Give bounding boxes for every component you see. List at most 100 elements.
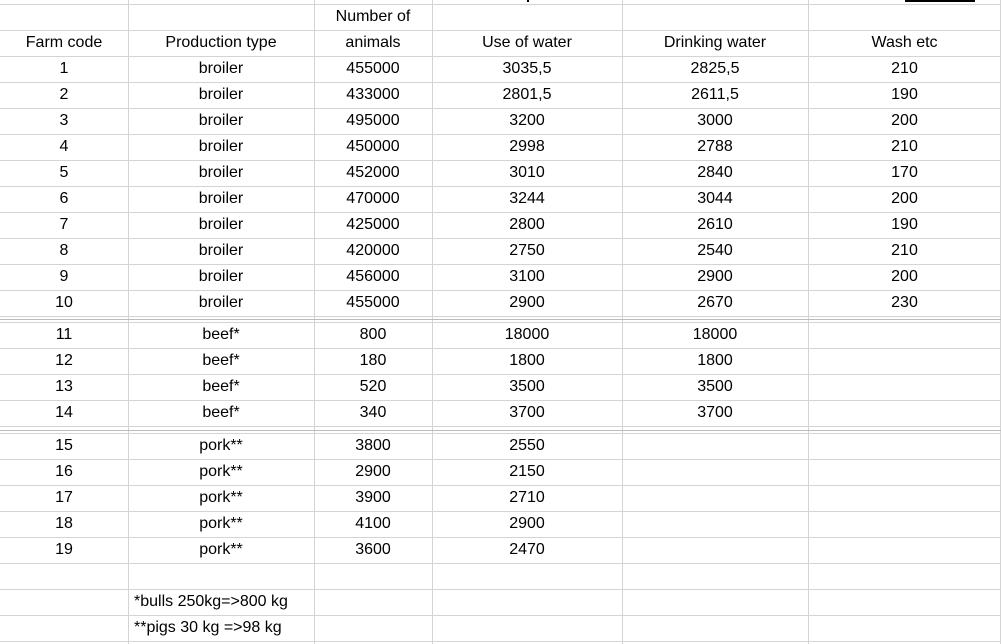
cell-wash-etc[interactable]: 210: [891, 242, 918, 259]
cell-production-type[interactable]: broiler: [198, 294, 244, 311]
cell-farm-code[interactable]: 7: [59, 216, 69, 233]
cell-production-type[interactable]: broiler: [198, 268, 244, 285]
cell-wash-etc[interactable]: [808, 400, 1001, 426]
cell-number-of-animals[interactable]: 452000: [346, 164, 400, 181]
cell-drinking-water[interactable]: [622, 459, 808, 485]
cell-farm-code[interactable]: 12: [55, 352, 73, 369]
cell-farm-code[interactable]: 11: [55, 326, 73, 343]
cell-wash-etc[interactable]: [808, 485, 1001, 511]
cell-number-of-animals[interactable]: 420000: [346, 242, 400, 259]
cell-number-of-animals[interactable]: 470000: [346, 190, 400, 207]
cell-wash-etc[interactable]: 210: [891, 138, 918, 155]
header-farm-code[interactable]: Farm code: [25, 34, 103, 51]
cell-drinking-water[interactable]: 2825,5: [690, 60, 740, 77]
cell-production-type[interactable]: beef*: [202, 378, 240, 395]
footnote-bulls[interactable]: *bulls 250kg=>800 kg: [134, 593, 288, 610]
cell-use-of-water[interactable]: 2801,5: [502, 86, 552, 103]
cell-farm-code[interactable]: 15: [55, 437, 73, 454]
cell-use-of-water[interactable]: 2710: [509, 489, 545, 506]
cell-use-of-water[interactable]: 3500: [509, 378, 545, 395]
cell-farm-code[interactable]: 16: [55, 463, 73, 480]
cell-use-of-water[interactable]: 2470: [509, 541, 545, 558]
header-number-of[interactable]: Number of: [335, 8, 411, 25]
cell-number-of-animals[interactable]: 800: [359, 326, 387, 343]
cell-wash-etc[interactable]: [808, 322, 1001, 348]
cell-drinking-water[interactable]: 3500: [697, 378, 733, 395]
cell-use-of-water[interactable]: 2550: [509, 437, 545, 454]
cell-drinking-water[interactable]: [622, 485, 808, 511]
cell-drinking-water[interactable]: 3700: [697, 404, 733, 421]
cell-farm-code[interactable]: 13: [55, 378, 73, 395]
cell-wash-etc[interactable]: 170: [891, 164, 918, 181]
cell-wash-etc[interactable]: 200: [891, 112, 918, 129]
cell-use-of-water[interactable]: 3200: [509, 112, 545, 129]
cell-number-of-animals[interactable]: 455000: [346, 294, 400, 311]
cell-production-type[interactable]: pork**: [199, 541, 243, 558]
cell-number-of-animals[interactable]: 180: [359, 352, 387, 369]
cell-wash-etc[interactable]: 210: [891, 60, 918, 77]
cell-number-of-animals[interactable]: 2900: [355, 463, 391, 480]
cell-wash-etc[interactable]: 230: [891, 294, 918, 311]
cell-production-type[interactable]: broiler: [198, 164, 244, 181]
cell-wash-etc[interactable]: [808, 537, 1001, 563]
cell-number-of-animals[interactable]: 3800: [355, 437, 391, 454]
cell-wash-etc[interactable]: [808, 433, 1001, 459]
cell-use-of-water[interactable]: 2750: [509, 242, 545, 259]
cell-drinking-water[interactable]: 2670: [697, 294, 733, 311]
cell-drinking-water[interactable]: 18000: [692, 326, 738, 343]
cell-production-type[interactable]: beef*: [202, 352, 240, 369]
cell-number-of-animals[interactable]: 456000: [346, 268, 400, 285]
cell-drinking-water[interactable]: [622, 511, 808, 537]
footnote-pigs[interactable]: **pigs 30 kg =>98 kg: [134, 619, 282, 636]
cell-use-of-water[interactable]: 2800: [509, 216, 545, 233]
cell-drinking-water[interactable]: 2788: [697, 138, 733, 155]
cell-number-of-animals[interactable]: 340: [359, 404, 387, 421]
cell-farm-code[interactable]: 8: [59, 242, 69, 259]
cell-drinking-water[interactable]: 2611,5: [691, 86, 739, 103]
cell-drinking-water[interactable]: 2540: [697, 242, 733, 259]
cell-wash-etc[interactable]: 200: [891, 268, 918, 285]
cell-use-of-water[interactable]: 3700: [509, 404, 545, 421]
cell-farm-code[interactable]: 9: [59, 268, 69, 285]
cell-use-of-water[interactable]: 3244: [509, 190, 545, 207]
cell-drinking-water[interactable]: 3000: [697, 112, 733, 129]
cell-farm-code[interactable]: 5: [59, 164, 69, 181]
cell-use-of-water[interactable]: 3100: [509, 268, 545, 285]
cell-use-of-water[interactable]: 1800: [509, 352, 545, 369]
cell-production-type[interactable]: pork**: [199, 489, 243, 506]
cell-number-of-animals[interactable]: 4100: [355, 515, 391, 532]
cell-number-of-animals[interactable]: 425000: [346, 216, 400, 233]
cell-farm-code[interactable]: 18: [55, 515, 73, 532]
cell-number-of-animals[interactable]: 3600: [355, 541, 391, 558]
cell-production-type[interactable]: broiler: [198, 112, 244, 129]
cell-production-type[interactable]: pork**: [199, 515, 243, 532]
cell-number-of-animals[interactable]: 433000: [346, 86, 400, 103]
cell-production-type[interactable]: pork**: [199, 463, 243, 480]
cell-use-of-water[interactable]: 2900: [509, 294, 545, 311]
cell-use-of-water[interactable]: 2998: [509, 138, 545, 155]
cell-farm-code[interactable]: 1: [59, 60, 69, 77]
cell-drinking-water[interactable]: 1800: [697, 352, 733, 369]
cell-number-of-animals[interactable]: 495000: [346, 112, 400, 129]
cell-drinking-water[interactable]: 3044: [697, 190, 733, 207]
cell-production-type[interactable]: beef*: [202, 326, 240, 343]
cell-farm-code[interactable]: 6: [59, 190, 69, 207]
cell-production-type[interactable]: broiler: [198, 242, 244, 259]
cell-number-of-animals[interactable]: 455000: [346, 60, 400, 77]
cell-number-of-animals[interactable]: 520: [359, 378, 387, 395]
cell-wash-etc[interactable]: [808, 348, 1001, 374]
cell-farm-code[interactable]: 3: [59, 112, 69, 129]
cell-wash-etc[interactable]: 190: [891, 86, 918, 103]
cell-production-type[interactable]: broiler: [198, 86, 244, 103]
cell-farm-code[interactable]: 10: [55, 294, 73, 311]
header-production-type[interactable]: Production type: [165, 34, 277, 51]
cell-drinking-water[interactable]: [622, 537, 808, 563]
cell-farm-code[interactable]: 4: [59, 138, 69, 155]
header-animals[interactable]: animals: [345, 34, 401, 51]
cell-number-of-animals[interactable]: 450000: [346, 138, 400, 155]
cell-use-of-water[interactable]: 3010: [509, 164, 545, 181]
cell-wash-etc[interactable]: 190: [891, 216, 918, 233]
cell-use-of-water[interactable]: 2900: [509, 515, 545, 532]
header-wash-etc[interactable]: Wash etc: [871, 34, 938, 51]
